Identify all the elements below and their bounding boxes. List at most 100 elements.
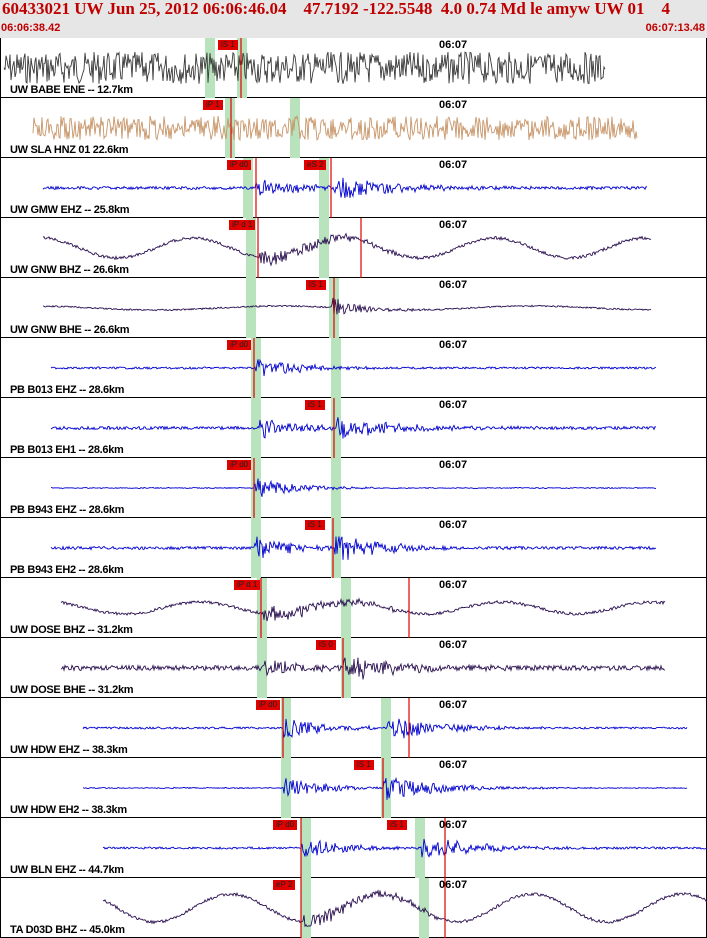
waveform-trace [3, 51, 606, 85]
arrival-window-band [281, 698, 291, 758]
waveform-trace [102, 839, 707, 858]
waveform-plot [42, 218, 652, 278]
waveform-plot [50, 338, 657, 398]
time-tick-label: 06:07 [439, 219, 468, 231]
phase-pick-tag[interactable]: iP d0 [227, 460, 252, 470]
waveform-trace [42, 232, 652, 267]
trace-row: iP d0 06:07 PB B013 EHZ -- 28.6km [0, 338, 707, 398]
trace-row: iP 1 06:07 UW SLA HNZ 01 22.6km [0, 98, 707, 158]
trace-row: iS 1 06:07 UW HDW EH2 -- 38.3km [0, 758, 707, 818]
phase-pick-tag[interactable]: iS 1 [387, 820, 407, 830]
time-tick-label: 06:07 [439, 279, 468, 291]
station-channel-label: TA D03D BHZ -- 45.0km [10, 924, 125, 936]
trace-row: iS 0 06:07 UW DOSE BHE -- 31.2km [0, 638, 707, 698]
phase-pick-tag[interactable]: iS 1 [305, 400, 325, 410]
time-tick-label: 06:07 [439, 519, 468, 531]
arrival-window-band [381, 758, 391, 818]
arrival-window-band [251, 518, 261, 578]
phase-pick-tag[interactable]: iP d 1 [234, 580, 261, 590]
phase-pick-tag[interactable]: eP 2 [273, 880, 296, 890]
waveform-trace [102, 889, 707, 928]
time-tick-label: 06:07 [439, 879, 468, 891]
phase-pick-tag[interactable]: iP d 1 [229, 220, 256, 230]
phase-pick-tag[interactable]: iP 1 [203, 100, 223, 110]
time-tick-label: 06:07 [439, 819, 468, 831]
trace-row: iS 1 06:07 PB B943 EH2 -- 28.6km [0, 518, 707, 578]
waveform-plot [50, 398, 657, 458]
phase-pick-tag[interactable]: iP d0 [227, 340, 252, 350]
waveform-trace [51, 478, 657, 497]
arrival-window-band [281, 758, 291, 818]
trace-row: iS 1 06:07 UW GNW BHE -- 26.6km [0, 278, 707, 338]
trace-row: iP d0 06:07 PB B943 EHZ -- 28.6km [0, 458, 707, 518]
time-tick-label: 06:07 [439, 399, 468, 411]
arrival-window-band [243, 158, 253, 218]
trace-row: iP d 1 06:07 UW GNW BHZ -- 26.6km [0, 218, 707, 278]
phase-pick-tag[interactable]: iS 0 [316, 640, 336, 650]
time-tick-label: 06:07 [439, 339, 468, 351]
arrival-window-band [331, 338, 341, 398]
waveform-trace [82, 776, 688, 800]
trace-row: eP 2 06:07 TA D03D BHZ -- 45.0km [0, 878, 707, 938]
station-channel-label: UW GNW BHE -- 26.6km [10, 324, 130, 336]
waveform-plot [32, 98, 638, 158]
waveform-trace [50, 358, 657, 377]
waveform-trace [60, 597, 666, 622]
station-channel-label: UW SLA HNZ 01 22.6km [10, 144, 129, 156]
arrival-window-band [331, 518, 341, 578]
phase-pick-tag[interactable]: iP d0 [227, 160, 252, 170]
arrival-window-band [225, 98, 235, 158]
arrival-window-band [341, 578, 351, 638]
arrival-window-band [246, 278, 256, 338]
arrival-window-band [237, 38, 247, 98]
waveform-trace [32, 114, 638, 142]
station-channel-label: PB B943 EH2 -- 28.6km [10, 564, 124, 576]
time-tick-label: 06:07 [439, 699, 468, 711]
arrival-window-band [257, 638, 267, 698]
trace-row: iS 1 06:07 UW BABE ENE -- 12.7km [0, 38, 707, 98]
time-tick-label: 06:07 [439, 39, 468, 51]
phase-pick-tag[interactable]: iS 1 [354, 760, 374, 770]
window-start-time: 06:06:38.42 [1, 22, 61, 34]
phase-pick-tag[interactable]: eS 2 [304, 160, 327, 170]
arrival-window-band [301, 878, 311, 938]
station-channel-label: UW HDW EH2 -- 38.3km [10, 804, 127, 816]
station-channel-label: UW DOSE BHZ -- 31.2km [10, 624, 133, 636]
trace-row: iP d0 iS 1 06:07 UW BLN EHZ -- 44.7km [0, 818, 707, 878]
station-channel-label: UW BABE ENE -- 12.7km [10, 84, 133, 96]
window-end-time: 06:07:13.48 [645, 22, 705, 34]
waveform-trace [60, 657, 666, 680]
waveform-plot [102, 818, 707, 878]
arrival-window-band [246, 218, 256, 278]
waveform-trace [50, 536, 657, 560]
arrival-window-band [301, 818, 311, 878]
arrival-window-band [251, 338, 261, 398]
seismogram-panel: iS 1 06:07 UW BABE ENE -- 12.7km iP 1 06:07 U… [0, 38, 707, 938]
waveform-trace [82, 718, 688, 739]
phase-pick-tag[interactable]: iS 1 [218, 40, 238, 50]
waveform-plot [3, 38, 606, 98]
time-tick-label: 06:07 [439, 639, 468, 651]
arrival-window-band [419, 878, 429, 938]
station-channel-label: UW GNW BHZ -- 26.6km [10, 264, 129, 276]
waveform-plot [42, 278, 652, 338]
waveform-trace [42, 297, 652, 316]
phase-pick-tag[interactable]: iP d0 [273, 820, 298, 830]
waveform-plot [50, 518, 657, 578]
time-tick-label: 06:07 [439, 99, 468, 111]
phase-pick-tag[interactable]: iS 1 [306, 280, 326, 290]
time-tick-label: 06:07 [439, 159, 468, 171]
station-channel-label: UW HDW EHZ -- 38.3km [10, 744, 128, 756]
station-channel-label: PB B013 EH1 -- 28.6km [10, 444, 124, 456]
trace-row: iP d 1 06:07 UW DOSE BHZ -- 31.2km [0, 578, 707, 638]
waveform-plot [42, 158, 648, 218]
phase-pick-tag[interactable]: iP d0 [256, 700, 281, 710]
waveform-plot [102, 878, 707, 938]
arrival-window-band [257, 578, 267, 638]
waveform-trace [50, 417, 657, 439]
waveform-plot [51, 458, 657, 518]
phase-pick-tag[interactable]: iS 1 [305, 520, 325, 530]
time-tick-label: 06:07 [439, 459, 468, 471]
station-channel-label: UW DOSE BHE -- 31.2km [10, 684, 134, 696]
event-title: 60433021 UW Jun 25, 2012 06:06:46.04 47.… [2, 0, 671, 18]
